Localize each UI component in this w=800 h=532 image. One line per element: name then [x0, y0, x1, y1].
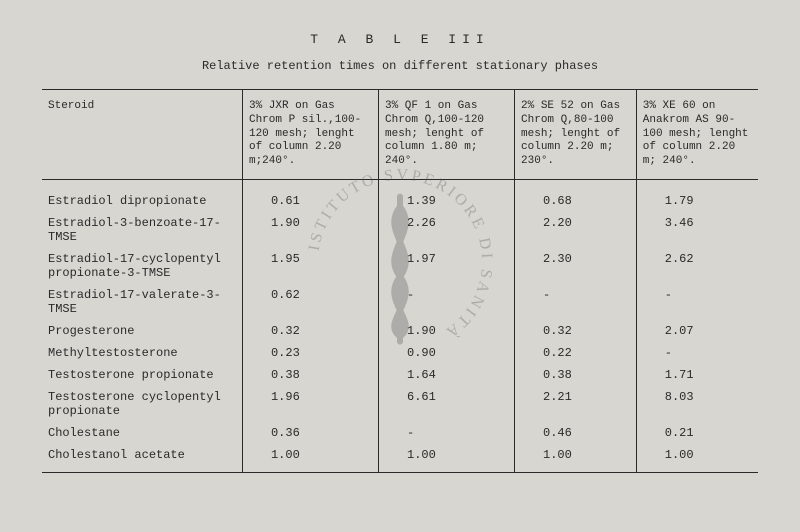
value-cell: 2.26	[379, 212, 515, 248]
value-cell: 1.90	[379, 320, 515, 342]
value-cell: 1.00	[515, 444, 637, 473]
value-cell: 0.61	[242, 179, 378, 212]
value-cell: 1.00	[636, 444, 758, 473]
col-header-qf1: 3% QF 1 on Gas Chrom Q,100-120 mesh; len…	[379, 90, 515, 180]
value-cell: 0.38	[515, 364, 637, 386]
value-cell: 6.61	[379, 386, 515, 422]
table-row: Methyltestosterone0.230.900.22-	[42, 342, 758, 364]
value-cell: 0.36	[242, 422, 378, 444]
value-cell: 2.62	[636, 248, 758, 284]
value-cell: -	[379, 284, 515, 320]
value-cell: 2.20	[515, 212, 637, 248]
table-row: Progesterone0.321.900.322.07	[42, 320, 758, 342]
value-cell: 0.68	[515, 179, 637, 212]
value-cell: 0.23	[242, 342, 378, 364]
value-cell: 2.21	[515, 386, 637, 422]
value-cell: -	[636, 342, 758, 364]
retention-table: Steroid 3% JXR on Gas Chrom P sil.,100-1…	[42, 89, 758, 473]
steroid-name-cell: Cholestane	[42, 422, 242, 444]
table-row: Testosterone propionate0.381.640.381.71	[42, 364, 758, 386]
value-cell: 0.62	[242, 284, 378, 320]
table-number: T A B L E III	[42, 32, 758, 47]
steroid-name-cell: Progesterone	[42, 320, 242, 342]
value-cell: 0.32	[515, 320, 637, 342]
value-cell: 0.38	[242, 364, 378, 386]
col-header-steroid: Steroid	[42, 90, 242, 180]
value-cell: 0.46	[515, 422, 637, 444]
steroid-name-cell: Estradiol-3-benzoate-17-TMSE	[42, 212, 242, 248]
steroid-name-cell: Estradiol-17-cyclopentyl propionate-3-TM…	[42, 248, 242, 284]
col-header-se52: 2% SE 52 on Gas Chrom Q,80-100 mesh; len…	[515, 90, 637, 180]
table-row: Cholestane0.36-0.460.21	[42, 422, 758, 444]
table-row: Estradiol dipropionate0.611.390.681.79	[42, 179, 758, 212]
value-cell: -	[379, 422, 515, 444]
value-cell: 0.90	[379, 342, 515, 364]
value-cell: 1.79	[636, 179, 758, 212]
value-cell: 1.00	[242, 444, 378, 473]
steroid-name-cell: Cholestanol acetate	[42, 444, 242, 473]
value-cell: 1.96	[242, 386, 378, 422]
steroid-name-cell: Estradiol-17-valerate-3-TMSE	[42, 284, 242, 320]
value-cell: 1.00	[379, 444, 515, 473]
table-row: Testosterone cyclopentyl propionate1.966…	[42, 386, 758, 422]
col-header-jxr: 3% JXR on Gas Chrom P sil.,100-120 mesh;…	[242, 90, 378, 180]
table-row: Estradiol-17-cyclopentyl propionate-3-TM…	[42, 248, 758, 284]
value-cell: 8.03	[636, 386, 758, 422]
table-header-row: Steroid 3% JXR on Gas Chrom P sil.,100-1…	[42, 90, 758, 180]
value-cell: -	[515, 284, 637, 320]
steroid-name-cell: Testosterone propionate	[42, 364, 242, 386]
col-header-xe60: 3% XE 60 on Anakrom AS 90-100 mesh; leng…	[636, 90, 758, 180]
value-cell: 0.32	[242, 320, 378, 342]
value-cell: 1.95	[242, 248, 378, 284]
value-cell: 1.64	[379, 364, 515, 386]
steroid-name-cell: Estradiol dipropionate	[42, 179, 242, 212]
value-cell: 1.90	[242, 212, 378, 248]
value-cell: 3.46	[636, 212, 758, 248]
value-cell: -	[636, 284, 758, 320]
value-cell: 1.39	[379, 179, 515, 212]
steroid-name-cell: Methyltestosterone	[42, 342, 242, 364]
value-cell: 1.97	[379, 248, 515, 284]
table-row: Cholestanol acetate1.001.001.001.00	[42, 444, 758, 473]
value-cell: 0.22	[515, 342, 637, 364]
value-cell: 2.07	[636, 320, 758, 342]
value-cell: 0.21	[636, 422, 758, 444]
value-cell: 1.71	[636, 364, 758, 386]
table-row: Estradiol-17-valerate-3-TMSE0.62---	[42, 284, 758, 320]
table-row: Estradiol-3-benzoate-17-TMSE1.902.262.20…	[42, 212, 758, 248]
value-cell: 2.30	[515, 248, 637, 284]
table-caption: Relative retention times on different st…	[42, 59, 758, 73]
steroid-name-cell: Testosterone cyclopentyl propionate	[42, 386, 242, 422]
